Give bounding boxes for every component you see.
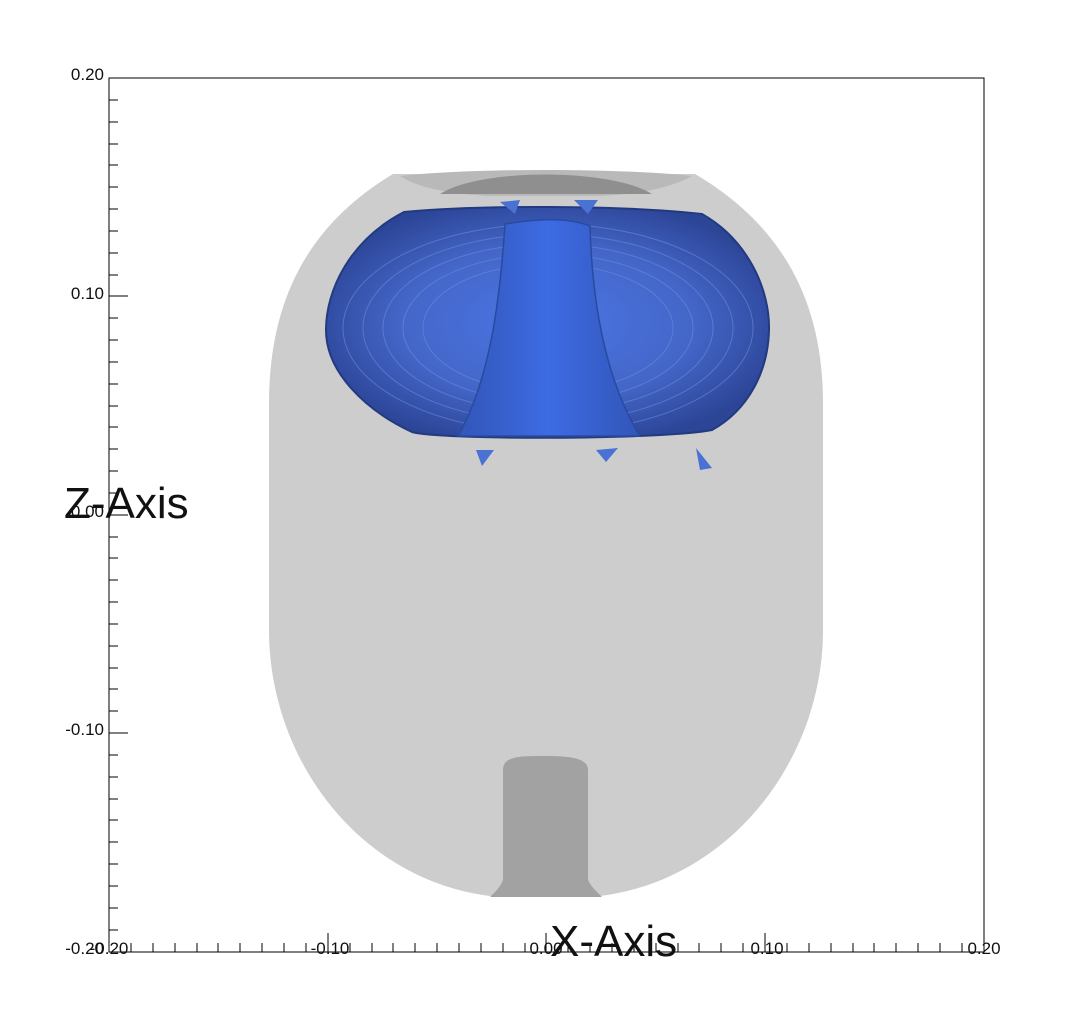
x-tick-label-3: 0.00 <box>529 939 562 958</box>
z-axis-title: Z-Axis <box>64 479 189 528</box>
inner-lower-post <box>490 756 602 897</box>
x-axis-ticks <box>108 933 985 952</box>
blue-fragments <box>476 200 712 470</box>
x-axis-title: X-Axis <box>550 917 677 966</box>
z-tick-label-2: 0.10 <box>71 284 104 303</box>
z-tick-label-4: -0.10 <box>65 720 104 739</box>
z-tick-label-1: 0.20 <box>71 65 104 84</box>
z-axis-ticks <box>109 77 128 953</box>
z-tick-label-3: 0.00 <box>71 502 104 521</box>
x-tick-label-4: 0.10 <box>750 939 783 958</box>
z-tick-label-5: -0.20 <box>65 939 104 958</box>
vessel-top-dome <box>440 174 652 194</box>
x-tick-label-5: 0.20 <box>967 939 1000 958</box>
x-tick-label-2: -0.10 <box>311 939 350 958</box>
x-tick-label-1: -0.20 <box>90 939 129 958</box>
torus-core <box>456 219 642 437</box>
